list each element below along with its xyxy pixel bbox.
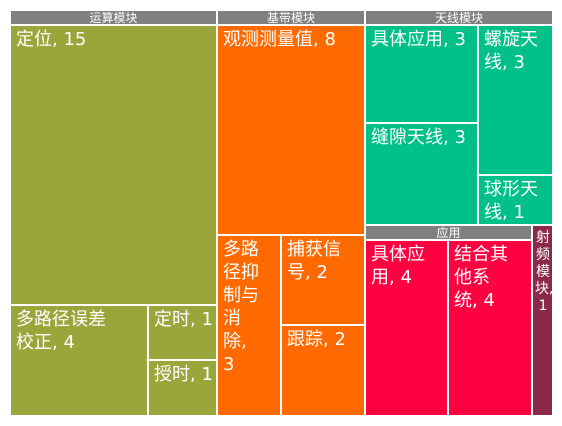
tile-label: 缝隙天线, 3 [371,127,466,148]
treemap-tile[interactable]: 授时, 1 [148,360,217,416]
tile-label: 多路径抑制与消除, 3 [223,239,259,375]
tile-label: 具体应用, 4 [371,244,425,288]
treemap-tile[interactable]: 多路径误差校正, 4 [10,305,148,416]
tile-label: 结合其他系统, 4 [454,244,508,311]
treemap-tile[interactable]: 缝隙天线, 3 [365,123,478,225]
treemap-tile[interactable]: 多路径抑制与消除, 3 [217,235,281,416]
tile-label: 具体应用, 3 [371,29,466,50]
treemap-tile[interactable]: 定时, 1 [148,305,217,360]
tile-label: 螺旋天线, 3 [484,29,538,73]
tile-label: 球形天线, 1 [484,179,538,223]
treemap-tile[interactable]: 螺旋天线, 3 [478,25,553,175]
tile-label: 跟踪, 2 [287,329,346,350]
tile-label: 观测测量值, 8 [223,29,336,50]
treemap-tile[interactable]: 具体应用, 3 [365,25,478,123]
treemap-tile[interactable]: 结合其他系统, 4 [448,240,532,416]
group-header: 运算模块 [10,10,217,25]
group-header: 天线模块 [365,10,553,25]
tile-label: 捕获信号, 2 [287,239,341,283]
tile-label: 多路径误差校正, 4 [16,309,106,353]
treemap-tile[interactable]: 定位, 15 [10,25,217,305]
group-header: 基带模块 [217,10,365,25]
treemap-tile[interactable]: 捕获信号, 2 [281,235,365,325]
treemap-tile[interactable]: 观测测量值, 8 [217,25,365,235]
treemap-tile[interactable]: 具体应用, 4 [365,240,448,416]
tile-label: 定位, 15 [16,29,87,50]
tile-label: 射频模块, 1 [535,230,553,314]
group-header: 应用 [365,225,532,240]
treemap-tile[interactable]: 跟踪, 2 [281,325,365,416]
tile-label: 授时, 1 [154,364,213,385]
tile-label: 定时, 1 [154,309,213,330]
treemap-tile[interactable]: 射频模块, 1 [532,225,553,416]
treemap-tile[interactable]: 球形天线, 1 [478,175,553,225]
